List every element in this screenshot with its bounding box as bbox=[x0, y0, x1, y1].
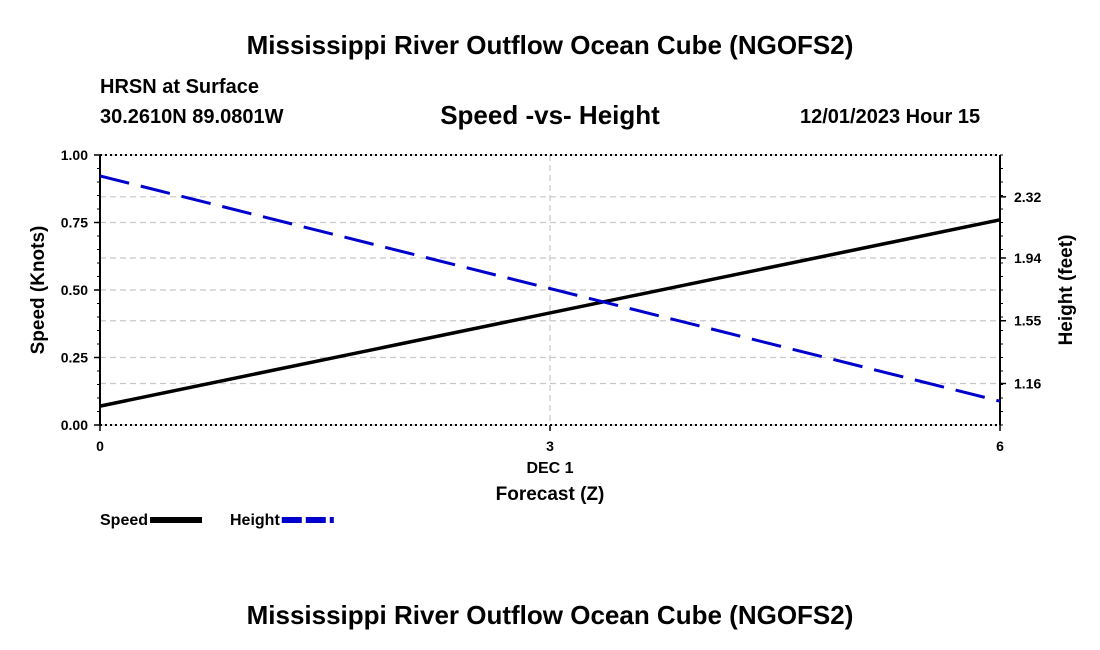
y2-tick-label: 2.32 bbox=[1014, 189, 1041, 205]
y-tick-label: 1.00 bbox=[61, 147, 88, 163]
series-line-speed bbox=[99, 218, 1001, 408]
y-tick-label: 0.50 bbox=[61, 282, 88, 298]
y2-tick-label: 1.16 bbox=[1014, 375, 1041, 391]
y-tick-label: 0.25 bbox=[61, 350, 88, 366]
y-tick-label: 0.00 bbox=[61, 417, 88, 433]
y2-tick-label: 1.94 bbox=[1014, 250, 1041, 266]
chart-title: Speed -vs- Height bbox=[440, 100, 660, 130]
footer-title: Mississippi River Outflow Ocean Cube (NG… bbox=[246, 600, 854, 630]
x-tick-label: 0 bbox=[96, 438, 104, 454]
station-coordinates: 30.2610N 89.0801W bbox=[100, 106, 284, 128]
series-line-height bbox=[99, 174, 1001, 403]
y2-tick-label: 1.55 bbox=[1014, 313, 1041, 329]
x-tick-label: 6 bbox=[996, 438, 1004, 454]
y2-axis-label: Height (feet) bbox=[1056, 235, 1077, 346]
x-axis-label: Forecast (Z) bbox=[496, 484, 605, 505]
y-tick-label: 0.75 bbox=[61, 215, 88, 231]
page-title: Mississippi River Outflow Ocean Cube (NG… bbox=[246, 30, 854, 60]
x-date-label: DEC 1 bbox=[526, 460, 573, 477]
chart-datetime: 12/01/2023 Hour 15 bbox=[800, 106, 981, 128]
legend-label-height: Height bbox=[230, 512, 280, 529]
y-axis-label: Speed (Knots) bbox=[28, 226, 49, 355]
legend-label-speed: Speed bbox=[100, 512, 148, 529]
x-tick-label: 3 bbox=[546, 438, 554, 454]
station-name: HRSN at Surface bbox=[100, 76, 259, 98]
